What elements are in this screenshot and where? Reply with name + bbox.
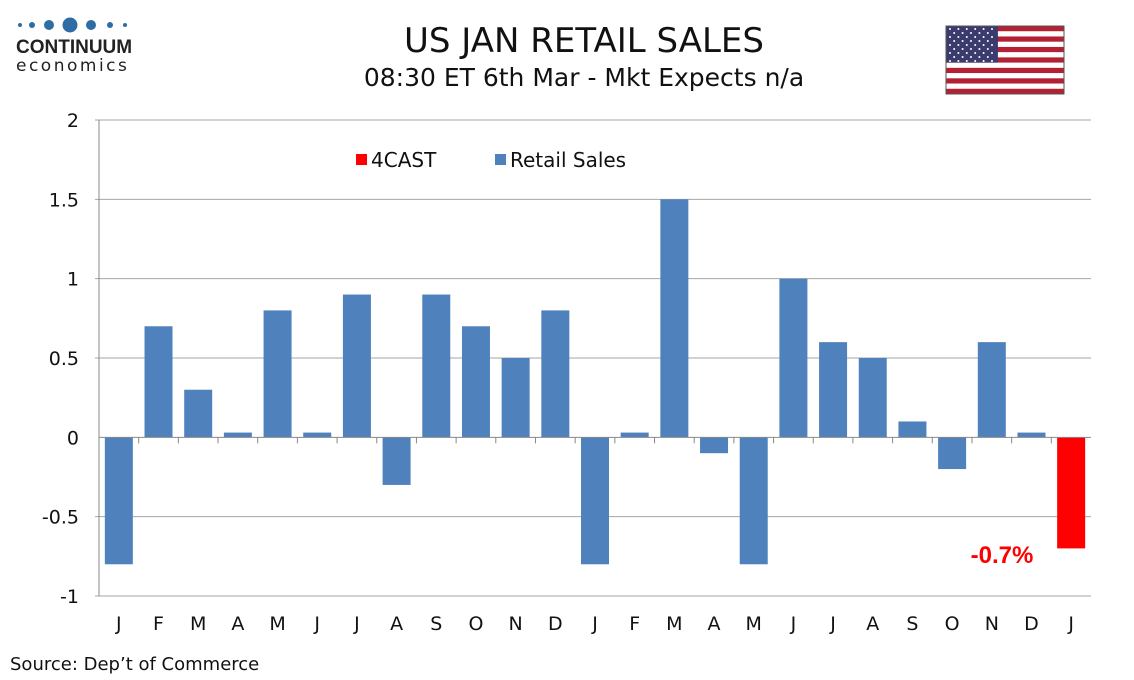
y-tick-label: 0 bbox=[67, 427, 79, 449]
legend-label-retail-sales: Retail Sales bbox=[510, 148, 626, 172]
x-tick-label: J bbox=[829, 613, 836, 635]
x-tick-label: A bbox=[708, 613, 721, 635]
bar-retail-sales bbox=[223, 432, 252, 438]
x-tick-label: J bbox=[1067, 613, 1074, 635]
bar-4cast bbox=[1057, 437, 1086, 549]
legend-swatch-4cast bbox=[356, 154, 367, 165]
bar-retail-sales bbox=[263, 310, 292, 438]
x-tick-label: N bbox=[509, 613, 523, 635]
x-tick-label: J bbox=[353, 613, 360, 635]
x-tick-label: A bbox=[231, 613, 244, 635]
x-tick-label: J bbox=[790, 613, 797, 635]
x-tick-label: O bbox=[945, 613, 960, 635]
x-tick-label: M bbox=[190, 613, 206, 635]
x-tick-label: D bbox=[1024, 613, 1039, 635]
x-tick-label: M bbox=[746, 613, 762, 635]
bar-retail-sales bbox=[104, 437, 133, 565]
logo-line1: CONTINUUM bbox=[16, 37, 132, 58]
bar-retail-sales bbox=[382, 437, 411, 485]
logo-line2: economics bbox=[16, 56, 129, 76]
y-tick-label: 0.5 bbox=[49, 348, 79, 370]
chart-title: US JAN RETAIL SALES bbox=[404, 21, 764, 61]
bar-retail-sales bbox=[303, 432, 332, 438]
y-tick-label: 2 bbox=[67, 110, 79, 132]
y-tick-label: 1.5 bbox=[49, 189, 79, 211]
bar-retail-sales bbox=[144, 326, 173, 438]
x-tick-label: J bbox=[115, 613, 122, 635]
bar-retail-sales bbox=[700, 437, 729, 454]
bar-retail-sales bbox=[819, 342, 848, 438]
source-note: Source: Dep’t of Commerce bbox=[10, 654, 259, 675]
x-tick-label: N bbox=[985, 613, 999, 635]
legend-swatch-retail-sales bbox=[495, 154, 506, 165]
bar-retail-sales bbox=[342, 294, 371, 438]
forecast-data-label: -0.7% bbox=[971, 542, 1034, 569]
bar-retail-sales bbox=[184, 389, 213, 438]
x-tick-label: F bbox=[629, 613, 640, 635]
x-tick-label: A bbox=[866, 613, 879, 635]
x-tick-label: F bbox=[153, 613, 164, 635]
x-tick-label: J bbox=[313, 613, 320, 635]
bar-retail-sales bbox=[581, 437, 609, 565]
bar-retail-sales bbox=[858, 358, 887, 438]
x-tick-label: A bbox=[390, 613, 403, 635]
y-tick-label: 1 bbox=[67, 269, 79, 291]
x-tick-label: M bbox=[269, 613, 285, 635]
bar-retail-sales bbox=[977, 342, 1006, 438]
x-tick-label: S bbox=[906, 613, 918, 635]
logo: CONTINUUM economics bbox=[16, 17, 132, 76]
bar-retail-sales bbox=[620, 432, 649, 438]
y-tick-label: -0.5 bbox=[42, 507, 79, 529]
bar-retail-sales bbox=[541, 310, 570, 438]
bar-retail-sales bbox=[461, 326, 490, 438]
bar-retail-sales bbox=[1017, 432, 1046, 438]
us-flag-icon bbox=[945, 25, 1065, 95]
bar-retail-sales bbox=[898, 421, 927, 438]
bar-retail-sales bbox=[779, 278, 808, 438]
bar-retail-sales bbox=[938, 437, 967, 470]
x-tick-label: S bbox=[430, 613, 442, 635]
x-tick-label: O bbox=[468, 613, 483, 635]
legend-label-4cast: 4CAST bbox=[371, 148, 437, 172]
bar-retail-sales bbox=[739, 437, 768, 565]
bar-retail-sales bbox=[422, 294, 451, 438]
bar-retail-sales bbox=[660, 199, 689, 438]
chart-subtitle: 08:30 ET 6th Mar - Mkt Expects n/a bbox=[364, 63, 804, 92]
x-tick-label: D bbox=[548, 613, 563, 635]
bar-retail-sales bbox=[501, 358, 530, 438]
y-tick-label: -1 bbox=[60, 586, 79, 608]
legend: 4CAST Retail Sales bbox=[356, 148, 626, 172]
x-tick-label: M bbox=[666, 613, 682, 635]
x-tick-label: J bbox=[591, 613, 598, 635]
